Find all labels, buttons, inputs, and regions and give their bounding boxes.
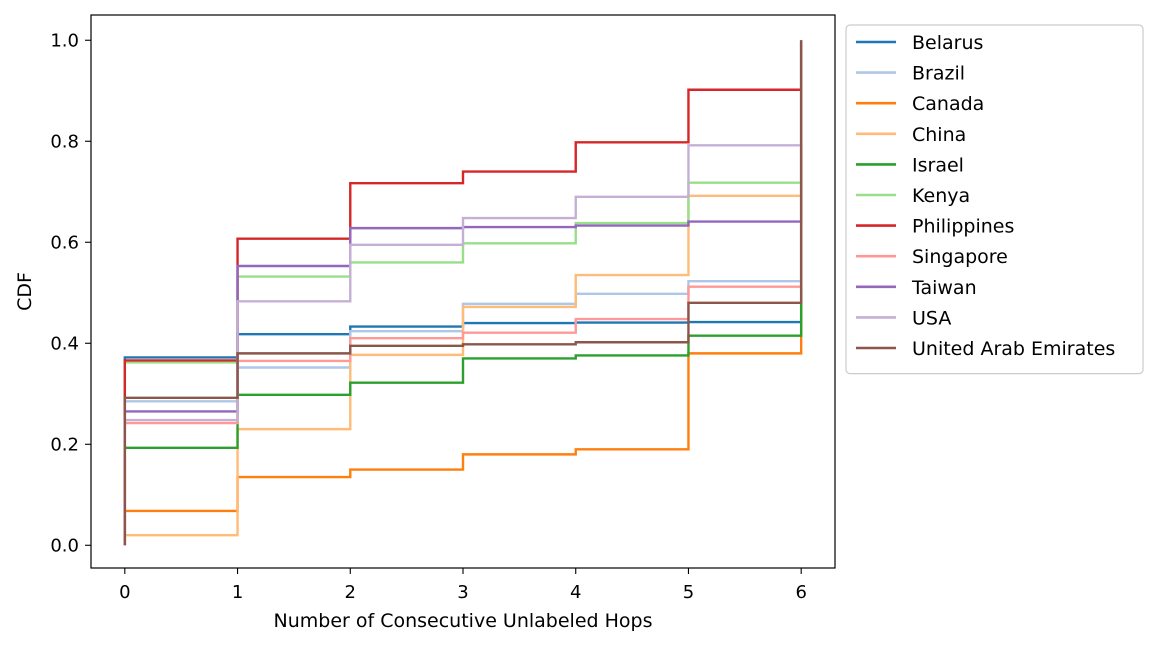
x-axis: 0 1 2 3 4 5 6	[119, 568, 807, 603]
y-tick-label: 0.4	[50, 333, 79, 354]
x-tick-label: 4	[570, 582, 581, 603]
series-line-10	[123, 40, 803, 546]
legend-label: Taiwan	[911, 277, 977, 299]
series-line-2	[123, 40, 803, 546]
axes-frame	[90, 14, 836, 569]
legend-label: Brazil	[912, 63, 965, 85]
x-tick-label: 0	[119, 582, 130, 603]
x-tick-label: 1	[232, 582, 243, 603]
legend-label: Kenya	[912, 185, 970, 207]
legend-label: USA	[912, 307, 951, 329]
legend-label: Israel	[912, 154, 964, 176]
series-line-9	[123, 40, 803, 546]
y-axis: 0.0 0.2 0.4 0.6 0.8 1.0	[50, 30, 91, 556]
legend-label: United Arab Emirates	[912, 338, 1115, 360]
plot-area	[123, 40, 803, 546]
x-tick-label: 5	[683, 582, 694, 603]
y-tick-label: 0.6	[50, 232, 79, 253]
y-axis-label: CDF	[14, 272, 36, 311]
x-axis-label: Number of Consecutive Unlabeled Hops	[274, 610, 653, 632]
y-tick-label: 0.2	[50, 434, 79, 455]
y-tick-label: 0.0	[50, 535, 79, 556]
x-tick-label: 3	[457, 582, 468, 603]
x-tick-label: 2	[345, 582, 356, 603]
legend-label: Belarus	[912, 32, 983, 54]
legend-label: China	[912, 124, 966, 146]
y-tick-label: 1.0	[50, 30, 79, 51]
y-tick-label: 0.8	[50, 131, 79, 152]
x-tick-label: 6	[795, 582, 806, 603]
legend-box	[845, 24, 1144, 375]
legend-label: Singapore	[912, 246, 1008, 268]
legend-label: Philippines	[912, 216, 1014, 238]
legend-label: Canada	[912, 93, 984, 115]
legend: Belarus Brazil Canada China Israel Kenya Phili…	[845, 24, 1144, 375]
